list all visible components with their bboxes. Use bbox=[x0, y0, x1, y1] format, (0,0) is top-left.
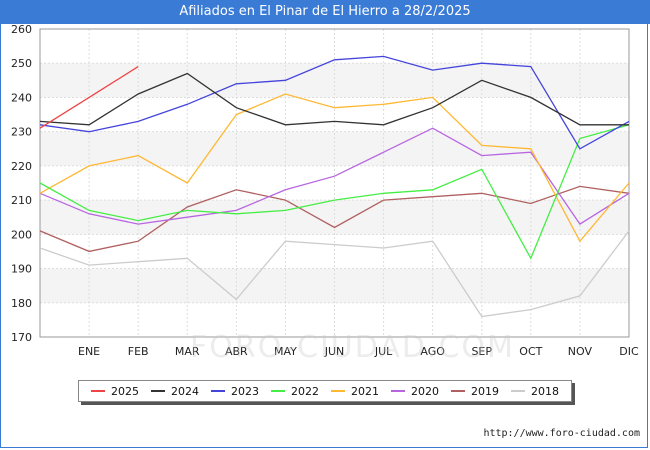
x-tick-label: AGO bbox=[420, 345, 445, 358]
y-tick-label: 230 bbox=[11, 126, 32, 139]
legend-item-2019: 2019 bbox=[451, 385, 499, 398]
x-tick-label: NOV bbox=[568, 345, 593, 358]
legend-swatch bbox=[331, 390, 345, 392]
legend-item-2021: 2021 bbox=[331, 385, 379, 398]
x-axis-ticks: ENE FEB MAR ABR MAY JUN JUL AGO SEP OCT NOV DIC bbox=[78, 345, 639, 358]
y-tick-label: 240 bbox=[11, 91, 32, 104]
legend-label: 2021 bbox=[351, 384, 379, 398]
x-tick-label: JUL bbox=[374, 345, 393, 358]
series-line-2019 bbox=[39, 185, 630, 253]
legend-swatch bbox=[271, 390, 285, 392]
y-tick-label: 260 bbox=[11, 23, 32, 36]
series-lines bbox=[39, 55, 630, 318]
legend: 2025 2024 2023 2022 2021 2020 2019 2018 bbox=[78, 380, 572, 402]
legend-item-2023: 2023 bbox=[211, 385, 259, 398]
y-tick-label: 220 bbox=[11, 160, 32, 173]
legend-label: 2023 bbox=[231, 384, 259, 398]
legend-label: 2019 bbox=[471, 384, 499, 398]
watermark: FORO-CIUDAD.COM bbox=[190, 330, 515, 365]
y-tick-label: 200 bbox=[11, 228, 32, 241]
series-line-2022 bbox=[39, 124, 630, 260]
chart-title: Afiliados en El Pinar de El Hierro a 28/… bbox=[0, 0, 650, 24]
legend-swatch bbox=[211, 390, 225, 392]
y-tick-label: 210 bbox=[11, 194, 32, 207]
legend-item-2018: 2018 bbox=[511, 385, 559, 398]
series-line-2020 bbox=[39, 127, 630, 225]
grid-band bbox=[40, 131, 629, 166]
legend-swatch bbox=[451, 390, 465, 392]
legend-item-2022: 2022 bbox=[271, 385, 319, 398]
legend-label: 2024 bbox=[171, 384, 199, 398]
source-url: http://www.foro-ciudad.com bbox=[483, 428, 640, 439]
x-tick-label: JUN bbox=[324, 345, 345, 358]
y-tick-label: 170 bbox=[11, 331, 32, 344]
grid-band bbox=[40, 63, 629, 98]
x-tick-label: ENE bbox=[78, 345, 100, 358]
series-line-2018 bbox=[39, 230, 630, 318]
grid-lines bbox=[39, 28, 630, 338]
legend-label: 2022 bbox=[291, 384, 319, 398]
legend-item-2020: 2020 bbox=[391, 385, 439, 398]
series-line-2024 bbox=[39, 72, 629, 126]
x-tick-label: MAR bbox=[175, 345, 200, 358]
x-tick-label: DIC bbox=[619, 345, 639, 358]
x-tick-label: SEP bbox=[471, 345, 492, 358]
y-axis-ticks: 170 180 190 200 210 220 230 240 250 260 bbox=[11, 23, 32, 344]
legend-label: 2018 bbox=[531, 384, 559, 398]
series-line-2021 bbox=[39, 93, 630, 243]
y-tick-label: 250 bbox=[11, 57, 32, 70]
legend-swatch bbox=[91, 390, 105, 392]
x-tick-label: ABR bbox=[225, 345, 248, 358]
y-tick-label: 180 bbox=[11, 297, 32, 310]
legend-swatch bbox=[391, 390, 405, 392]
series-line-2023 bbox=[39, 55, 630, 150]
series-line-2025 bbox=[39, 66, 139, 129]
legend-item-2024: 2024 bbox=[151, 385, 199, 398]
legend-swatch bbox=[511, 390, 525, 392]
legend-swatch bbox=[151, 390, 165, 392]
legend-item-2025: 2025 bbox=[91, 385, 139, 398]
y-tick-label: 190 bbox=[11, 263, 32, 276]
legend-label: 2020 bbox=[411, 384, 439, 398]
x-tick-label: MAY bbox=[274, 345, 297, 358]
x-tick-label: OCT bbox=[519, 345, 542, 358]
x-tick-label: FEB bbox=[128, 345, 149, 358]
legend-label: 2025 bbox=[111, 384, 139, 398]
